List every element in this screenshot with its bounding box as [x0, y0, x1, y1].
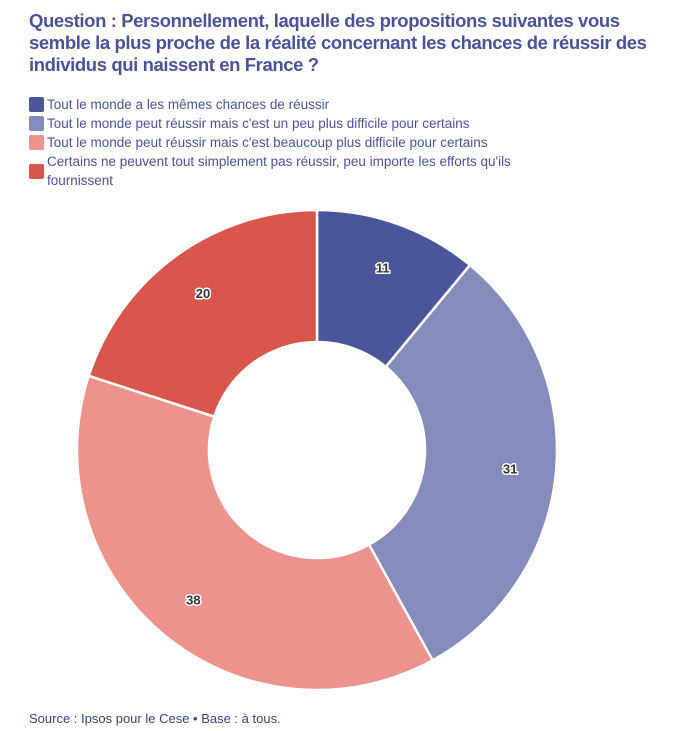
legend-swatch: [29, 163, 44, 179]
legend-swatch: [29, 135, 44, 150]
donut-slice: [367, 263, 559, 662]
legend-label: Certains ne peuvent tout simplement pas …: [47, 154, 511, 188]
donut-slice: [75, 374, 434, 692]
slice-value-label: 11: [376, 260, 390, 275]
slice-value-label: 31: [503, 461, 517, 476]
legend-item: Certains ne peuvent tout simplement pas …: [29, 152, 629, 190]
legend-label: Tout le monde peut réussir mais c'est un…: [47, 116, 470, 131]
slice-value-label: 20: [196, 286, 210, 301]
slice-value-label: 38: [186, 592, 200, 607]
donut-chart: 11 31 38 20: [75, 208, 559, 692]
legend-item: Tout le monde peut réussir mais c'est un…: [29, 114, 629, 133]
legend-label: Tout le monde peut réussir mais c'est be…: [47, 135, 488, 150]
legend-item: Tout le monde a les mêmes chances de réu…: [29, 95, 629, 114]
legend: Tout le monde a les mêmes chances de réu…: [29, 95, 629, 190]
chart-title: Question : Personnellement, laquelle des…: [29, 10, 647, 75]
source-note: Source : Ipsos pour le Cese • Base : à t…: [29, 711, 281, 726]
donut-slice: [87, 208, 319, 418]
legend-label: Tout le monde a les mêmes chances de réu…: [47, 97, 330, 112]
legend-item: Tout le monde peut réussir mais c'est be…: [29, 133, 629, 152]
legend-swatch: [29, 116, 44, 131]
legend-swatch: [29, 97, 44, 112]
